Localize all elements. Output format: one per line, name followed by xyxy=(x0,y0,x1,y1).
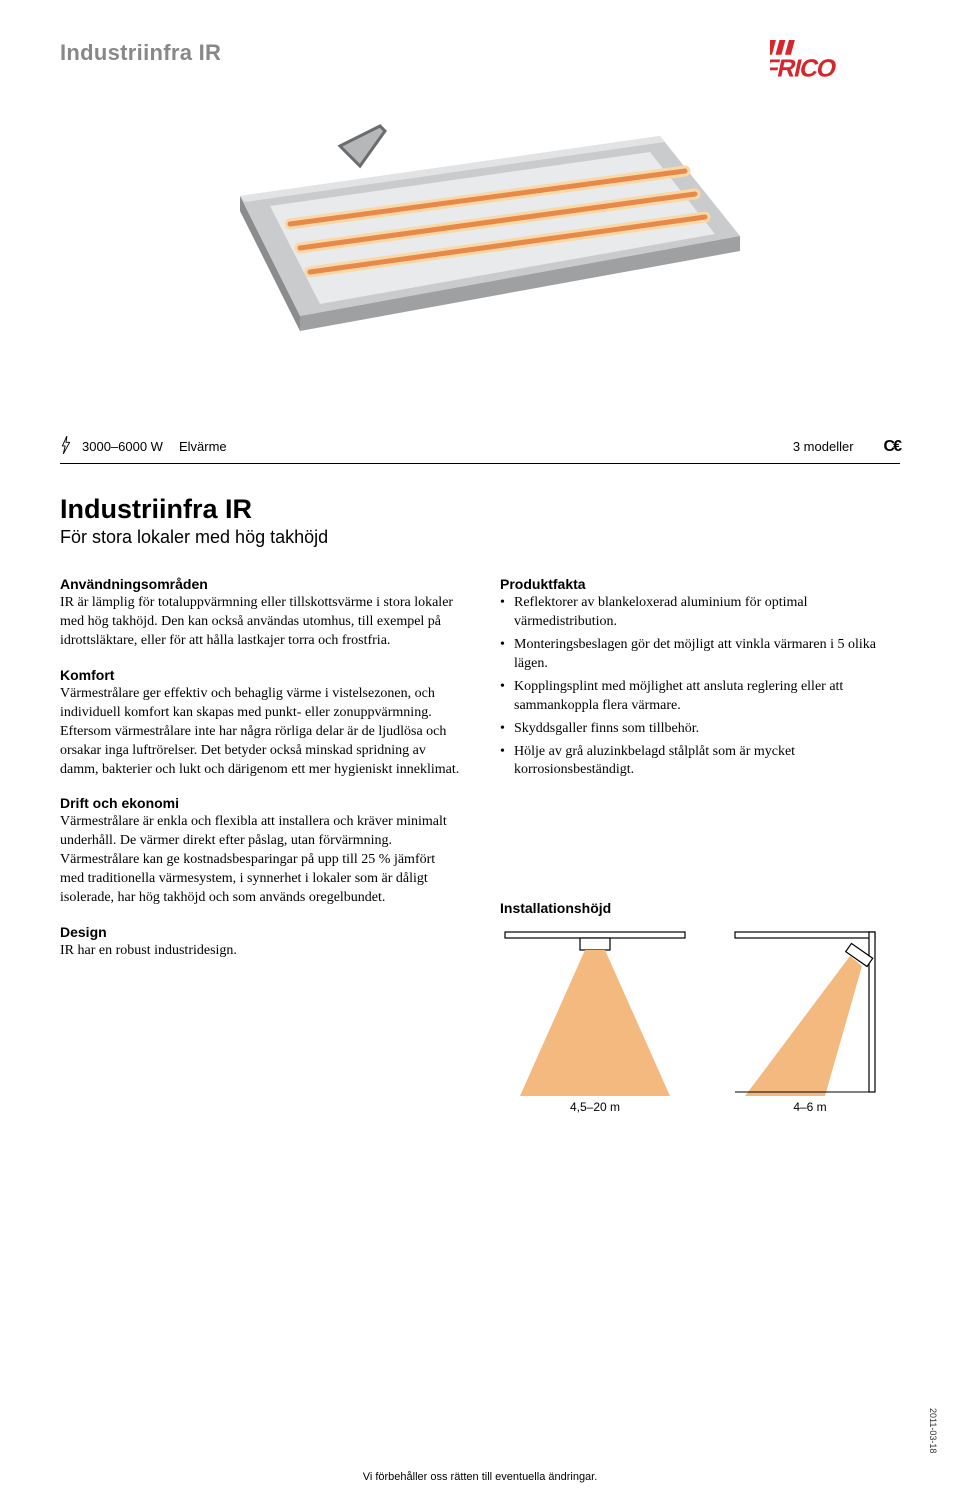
ce-mark-icon: C€ xyxy=(884,438,900,456)
section-body: Värmestrålare är enkla och flexibla att … xyxy=(60,813,460,907)
section-heading: Komfort xyxy=(60,667,460,683)
section-body: IR har en robust industridesign. xyxy=(60,942,460,961)
section-heading: Installationshöjd xyxy=(500,900,900,916)
content-columns: Användningsområden IR är lämplig för tot… xyxy=(60,576,900,1114)
figure-ceiling-mount: 4,5–20 m xyxy=(500,926,690,1114)
svg-text:FRICO: FRICO xyxy=(770,55,839,81)
heat-type: Elvärme xyxy=(179,439,227,454)
page-header: Industriinfra IR FRICO xyxy=(60,40,900,86)
list-item: Hölje av grå aluzinkbelagd stålplåt som … xyxy=(500,743,900,781)
product-facts-list: Reflektorer av blankeloxerad aluminium f… xyxy=(500,594,900,780)
list-item: Reflektorer av blankeloxerad aluminium f… xyxy=(500,594,900,632)
figure-caption: 4–6 m xyxy=(730,1100,890,1114)
product-illustration xyxy=(60,116,900,396)
doc-title: Industriinfra IR xyxy=(60,40,221,66)
figure-wall-mount: 4–6 m xyxy=(730,926,890,1114)
footer-disclaimer: Vi förbehåller oss rätten till eventuell… xyxy=(0,1471,960,1483)
product-subtitle: För stora lokaler med hög takhöjd xyxy=(60,527,900,548)
section-heading: Design xyxy=(60,924,460,940)
list-item: Kopplingsplint med möjlighet att ansluta… xyxy=(500,678,900,716)
figure-caption: 4,5–20 m xyxy=(500,1100,690,1114)
date-code: 2011-03-18 xyxy=(928,1408,938,1453)
bolt-icon xyxy=(60,436,72,457)
list-item: Monteringsbeslagen gör det möjligt att v… xyxy=(500,636,900,674)
section-body: IR är lämplig för totaluppvärmning eller… xyxy=(60,594,460,651)
section-heading: Produktfakta xyxy=(500,576,900,592)
model-count: 3 modeller xyxy=(793,439,854,454)
list-item: Skyddsgaller finns som tillbehör. xyxy=(500,720,900,739)
meta-row: 3000–6000 W Elvärme 3 modeller C€ xyxy=(60,436,900,464)
right-column: Produktfakta Reflektorer av blankeloxera… xyxy=(500,576,900,1114)
section-body: Värmestrålare ger effektiv och behaglig … xyxy=(60,685,460,779)
left-column: Användningsområden IR är lämplig för tot… xyxy=(60,576,460,1114)
section-heading: Drift och ekonomi xyxy=(60,795,460,811)
install-figures: 4,5–20 m 4–6 m xyxy=(500,926,900,1114)
power-range: 3000–6000 W xyxy=(82,439,163,454)
brand-logo: FRICO xyxy=(770,40,900,86)
section-heading: Användningsområden xyxy=(60,576,460,592)
product-title: Industriinfra IR xyxy=(60,494,900,525)
